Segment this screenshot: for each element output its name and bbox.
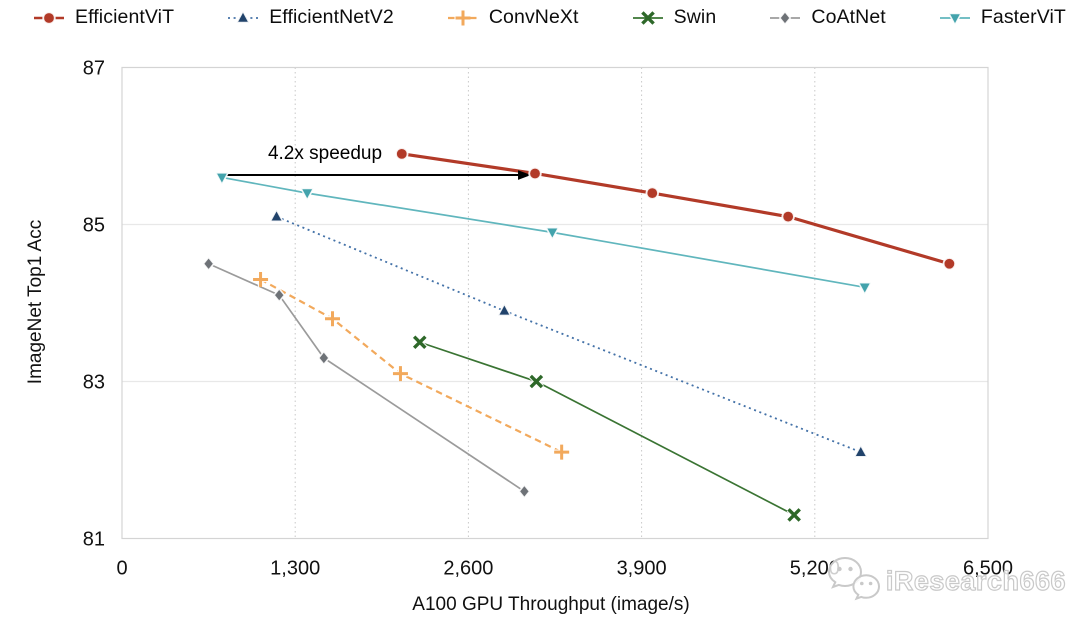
- y-tick-label: 81: [83, 529, 105, 551]
- speedup-arrow-head: [518, 170, 532, 180]
- data-point-marker: [269, 208, 285, 223]
- data-point-marker: [554, 444, 570, 460]
- series-line-fastervit: [221, 176, 865, 289]
- x-marker-icon: [632, 10, 663, 25]
- triangle-down-marker-icon: [939, 12, 970, 26]
- data-point-marker: [779, 9, 792, 26]
- data-point-marker-halo: [9, 1, 25, 17]
- circle-marker-icon: [34, 10, 64, 25]
- series-line-coatnet: [208, 262, 525, 493]
- data-point-marker: [253, 271, 269, 287]
- data-point-marker: [325, 311, 341, 327]
- data-point-marker: [235, 9, 251, 23]
- series-line-convnext: [260, 278, 563, 454]
- diamond-marker-icon: [770, 9, 801, 26]
- data-point-marker: [518, 483, 531, 500]
- x-tick-label: 6,500: [963, 558, 1013, 580]
- legend-label: Swin: [673, 6, 717, 28]
- triangle-up-marker-icon: [228, 9, 259, 23]
- data-point-marker: [645, 186, 659, 200]
- data-point-marker: [272, 287, 286, 303]
- data-point-marker: [299, 187, 315, 202]
- data-point-marker: [395, 147, 409, 161]
- y-tick-label: 87: [83, 58, 105, 80]
- legend-label: FasterViT: [980, 6, 1066, 28]
- data-point-marker: [640, 10, 655, 25]
- legend-item-convnext: ConvNeXt: [446, 6, 579, 29]
- plus-marker-icon: [447, 10, 478, 25]
- x-tick-label: 0: [116, 558, 127, 580]
- x-tick-label: 5,200: [790, 558, 840, 580]
- data-point-marker: [853, 443, 869, 458]
- x-axis-label: A100 GPU Throughput (image/s): [412, 594, 690, 615]
- data-point-marker: [214, 172, 230, 186]
- data-point-marker: [947, 12, 963, 26]
- watermark: iResearch666: [825, 555, 1066, 607]
- data-point-marker: [781, 209, 795, 224]
- wechat-icon: [827, 556, 880, 601]
- data-point-marker: [528, 166, 542, 181]
- legend-label: EfficientViT: [75, 6, 175, 28]
- speedup-annotation: 4.2x speedup: [267, 143, 383, 164]
- x-tick-label: 1,300: [270, 558, 320, 580]
- x-tick-label: 2,600: [443, 558, 493, 580]
- legend-label: CoAtNet: [811, 6, 886, 28]
- x-tick-label: 3,900: [617, 558, 667, 580]
- legend-label: EfficientNetV2: [269, 6, 394, 28]
- y-tick-label: 85: [83, 215, 105, 237]
- data-point-marker: [496, 302, 512, 317]
- legend-label: ConvNeXt: [488, 6, 579, 28]
- legend-item-efficientvit: EfficientViT: [32, 6, 174, 29]
- data-point-marker: [857, 281, 873, 296]
- legend-item-efficientnetv2: EfficientNetV2: [226, 6, 394, 29]
- data-point-marker: [42, 10, 56, 25]
- chart-legend: EfficientViT EfficientNetV2 ConvNeXt Swin Co…: [0, 6, 1080, 29]
- legend-item-fastervit: FasterViT: [938, 6, 1066, 29]
- legend-item-coatnet: CoAtNet: [768, 6, 886, 29]
- watermark-text: iResearch666: [885, 565, 1066, 596]
- data-point-marker: [412, 335, 427, 350]
- y-tick-label: 83: [83, 372, 105, 394]
- legend-item-swin: Swin: [631, 6, 717, 29]
- data-point-marker: [202, 256, 215, 272]
- y-axis-label: ImageNet Top1 Acc: [25, 219, 46, 385]
- data-point-marker: [787, 508, 801, 522]
- data-point-marker: [942, 257, 957, 271]
- plot-frame: [121, 66, 989, 540]
- series-line-swin: [419, 341, 795, 516]
- data-point-marker: [317, 350, 331, 366]
- series-line-efficientvit: [401, 152, 950, 266]
- data-point-marker: [544, 226, 560, 241]
- data-point-marker: [392, 366, 408, 382]
- series-line-efficientnetv2: [276, 215, 862, 453]
- data-point-marker: [455, 10, 471, 25]
- data-point-marker: [529, 374, 544, 389]
